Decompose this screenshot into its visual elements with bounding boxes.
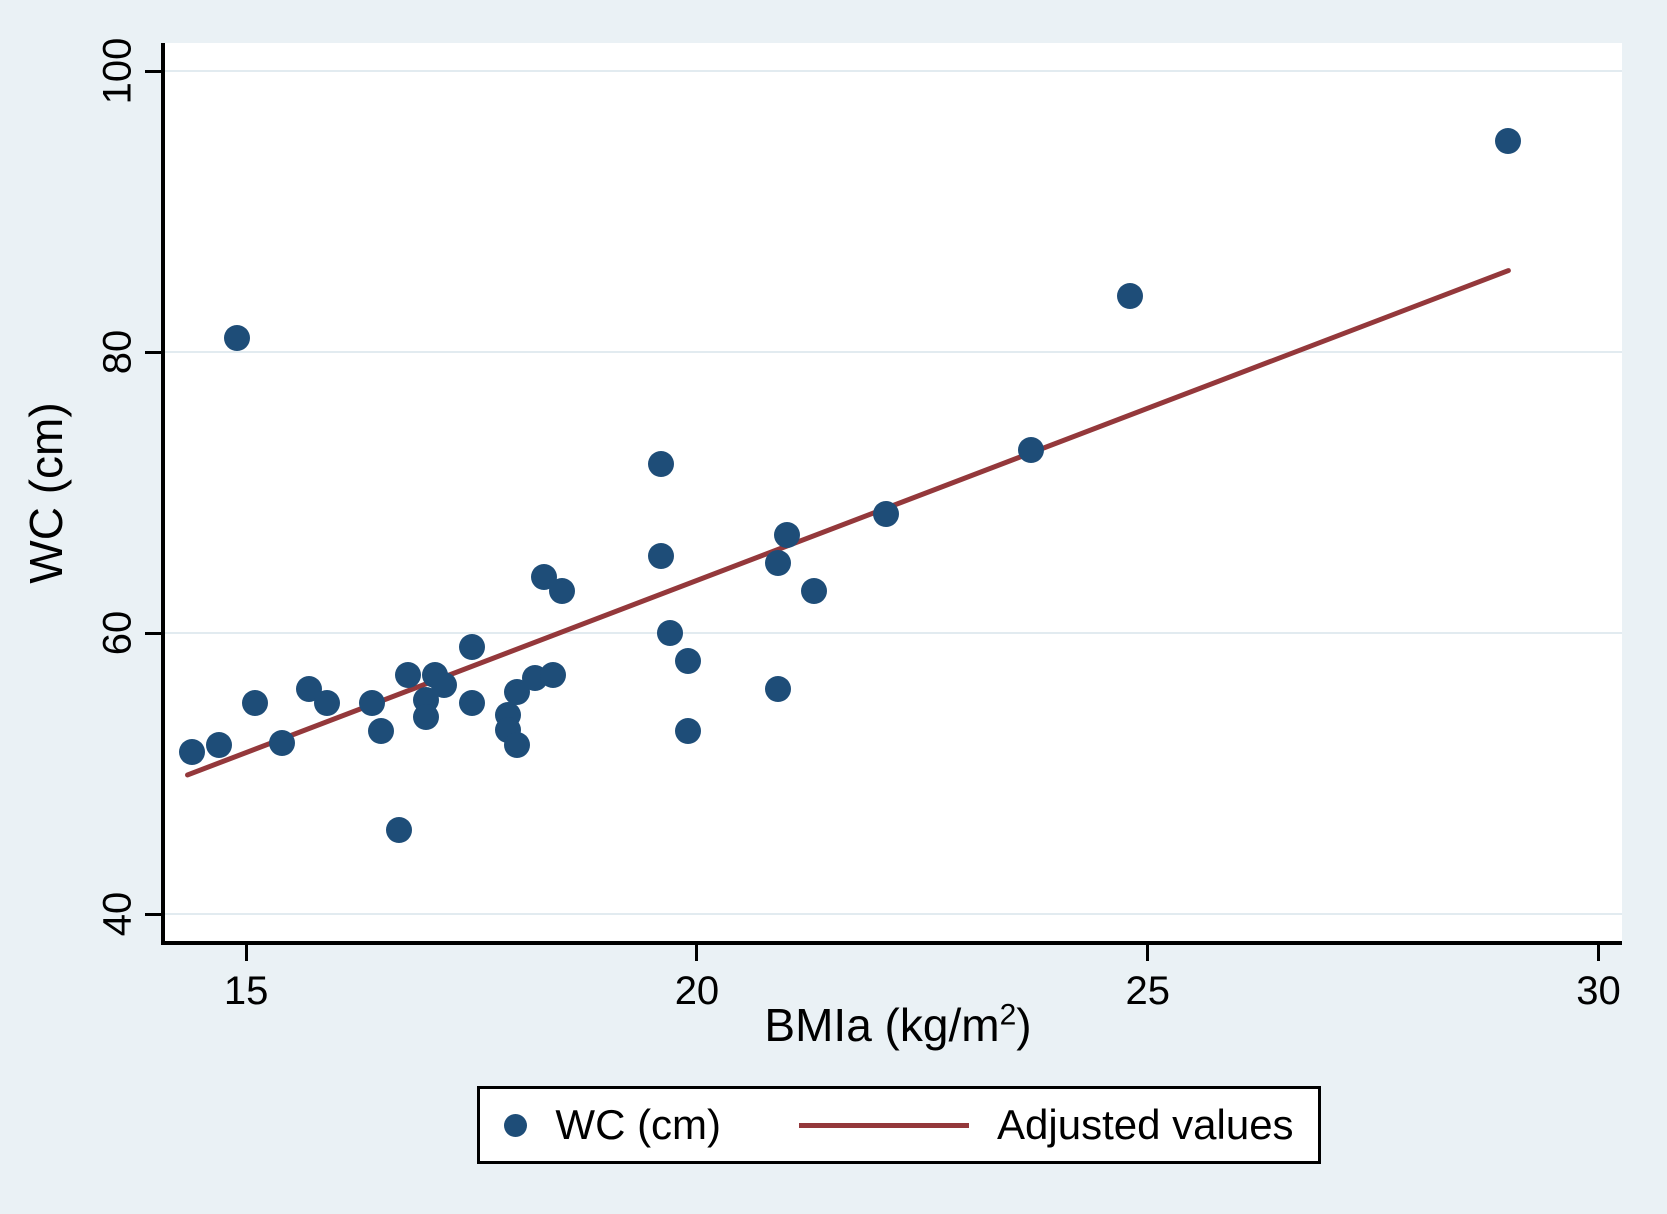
y-tick-label: 60 (95, 610, 140, 656)
y-axis-title: WC (cm) (20, 402, 72, 584)
line-legend-marker (799, 1122, 970, 1128)
data-point (458, 634, 485, 661)
legend: WC (cm) Adjusted values (477, 1086, 1321, 1164)
data-point (774, 521, 801, 548)
x-axis-title: BMIa (kg/m2) (764, 998, 1032, 1051)
data-point (765, 676, 792, 703)
y-gridline (165, 351, 1622, 354)
y-tick (145, 912, 161, 916)
y-tick-label: 40 (95, 891, 140, 937)
data-point (431, 672, 458, 699)
data-point (1495, 128, 1522, 155)
x-tick (1146, 945, 1150, 961)
data-point (206, 732, 233, 759)
data-point (548, 577, 575, 604)
x-tick-label: 30 (1576, 969, 1621, 1013)
y-tick (145, 631, 161, 635)
data-point (179, 739, 206, 766)
x-tick (244, 945, 248, 961)
data-point (674, 648, 701, 675)
y-axis-line (161, 43, 165, 945)
data-point (269, 729, 296, 756)
data-point (242, 690, 269, 717)
x-tick-label: 25 (1125, 969, 1171, 1013)
data-point (1017, 437, 1044, 464)
data-point (314, 690, 341, 717)
x-tick-label: 15 (223, 969, 269, 1013)
data-point (386, 816, 413, 843)
data-point (1116, 282, 1143, 309)
data-point (224, 325, 251, 352)
data-point (801, 577, 828, 604)
data-point (503, 732, 530, 759)
data-point (674, 718, 701, 745)
data-point (656, 620, 683, 647)
data-point (413, 704, 440, 731)
data-point (395, 662, 422, 689)
y-gridline (165, 632, 1622, 635)
y-tick (145, 69, 161, 73)
scatter-legend-marker (504, 1113, 528, 1137)
y-tick-label: 80 (95, 329, 140, 375)
data-point (873, 500, 900, 527)
y-tick-label: 100 (95, 37, 140, 105)
y-tick (145, 350, 161, 354)
x-tick-label: 20 (674, 969, 720, 1013)
legend-label-adjusted: Adjusted values (997, 1101, 1294, 1148)
data-point (647, 542, 674, 569)
x-tick (1597, 945, 1601, 961)
data-point (765, 549, 792, 576)
x-axis-line (161, 941, 1622, 945)
x-tick (695, 945, 699, 961)
data-point (359, 690, 386, 717)
data-point (458, 690, 485, 717)
y-gridline (165, 70, 1622, 73)
plot-area (165, 43, 1622, 941)
y-gridline (165, 913, 1622, 916)
legend-label-wc: WC (cm) (555, 1101, 722, 1148)
data-point (539, 662, 566, 689)
data-point (647, 451, 674, 478)
data-point (368, 718, 395, 745)
